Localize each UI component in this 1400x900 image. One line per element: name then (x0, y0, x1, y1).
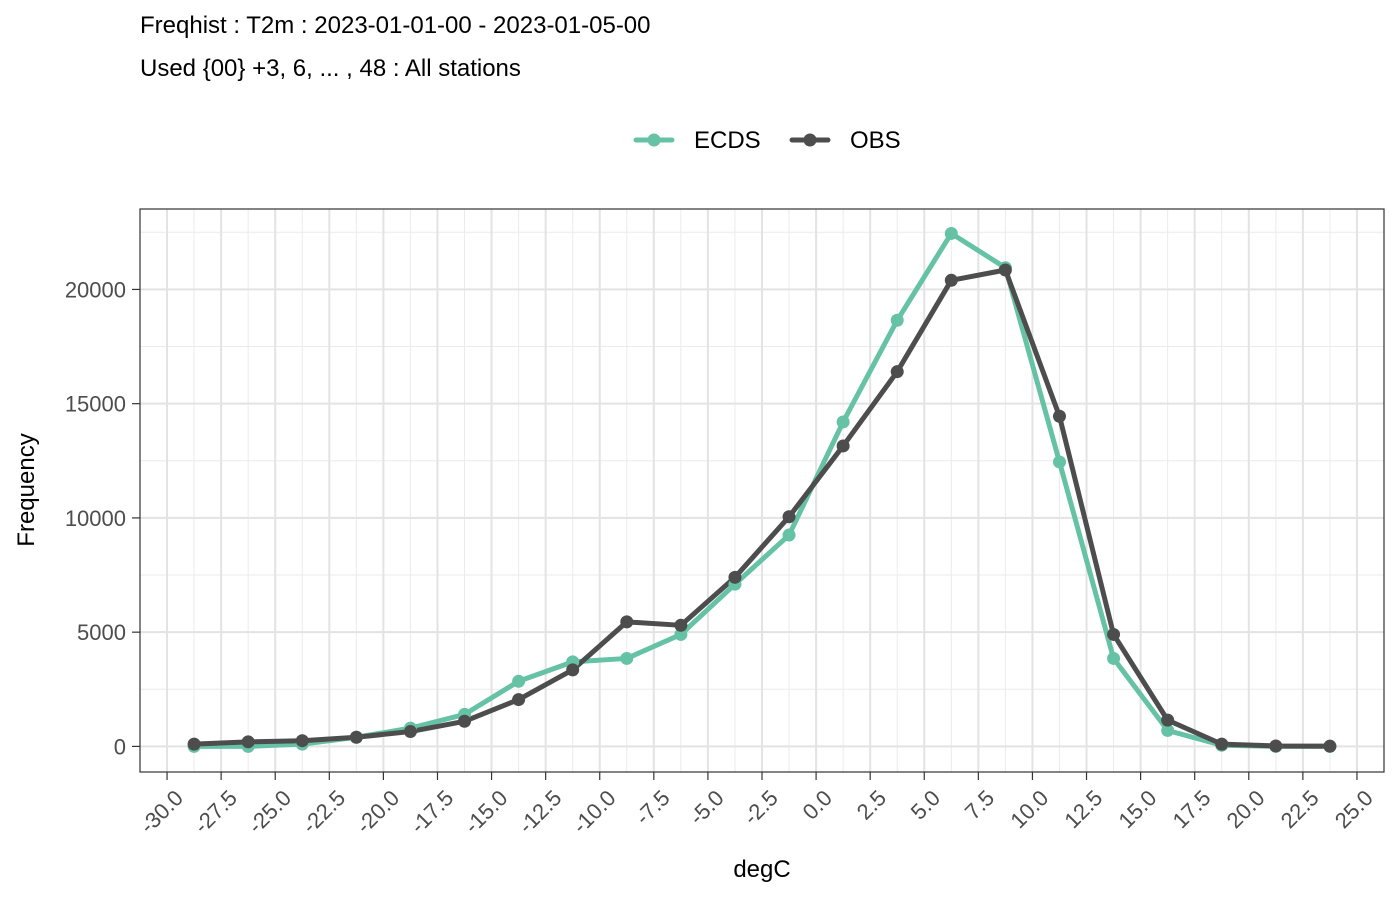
y-axis: 0 5000 10000 15000 20000 (65, 277, 140, 759)
x-tick-label: 7.5 (960, 785, 999, 824)
x-tick-label: 2.5 (852, 785, 891, 824)
data-point-obs (782, 510, 796, 524)
data-point-obs (1052, 409, 1066, 423)
grid-major (140, 209, 1384, 772)
x-tick-label: 17.5 (1168, 785, 1216, 833)
x-tick-label: -22.5 (297, 785, 350, 838)
y-tick-label: 5000 (77, 620, 126, 645)
data-point-obs (295, 734, 309, 748)
data-point-ecds (1161, 723, 1175, 737)
chart-subtitle: Used {00} +3, 6, ... , 48 : All stations (140, 55, 521, 82)
data-point-ecds (674, 627, 688, 641)
x-axis: -30.0 -27.5 -25.0 -22.5 -20.0 -17.5 -15.0 -12.5… (135, 772, 1378, 838)
data-point-obs (1323, 739, 1337, 753)
data-point-ecds (1107, 651, 1121, 665)
x-tick-label: 0.0 (798, 785, 837, 824)
data-point-obs (944, 273, 958, 287)
series-line-obs (191, 267, 1333, 749)
legend-label-obs: OBS (850, 127, 901, 154)
data-point-ecds (944, 226, 958, 240)
y-tick-label: 10000 (65, 506, 126, 531)
data-point-ecds (782, 528, 796, 542)
x-axis-title: degC (733, 856, 790, 883)
data-point-obs (241, 735, 255, 749)
data-point-obs (187, 737, 201, 751)
x-tick-label: 20.0 (1222, 785, 1270, 833)
data-point-ecds (1052, 455, 1066, 469)
legend: ECDS OBS (633, 127, 901, 154)
series-points (187, 226, 1337, 753)
data-point-obs (674, 618, 688, 632)
x-tick-label: -27.5 (189, 785, 242, 838)
series-lines (191, 230, 1333, 749)
x-tick-label: -30.0 (135, 785, 188, 838)
legend-key-point-obs (803, 133, 817, 147)
data-point-ecds (836, 415, 850, 429)
data-point-obs (566, 663, 580, 677)
x-tick-label: -20.0 (351, 785, 404, 838)
y-tick-label: 20000 (65, 277, 126, 302)
data-point-obs (836, 439, 850, 453)
data-point-ecds (512, 674, 526, 688)
legend-item-ecds: ECDS (633, 127, 761, 154)
chart-title: Freqhist : T2m : 2023-01-01-00 - 2023-01… (140, 12, 651, 39)
x-tick-label: -2.5 (738, 785, 782, 829)
data-point-obs (728, 570, 742, 584)
x-tick-label: 22.5 (1276, 785, 1324, 833)
data-point-obs (998, 263, 1012, 277)
legend-label-ecds: ECDS (694, 127, 761, 154)
x-tick-label: 10.0 (1005, 785, 1053, 833)
data-point-obs (1215, 737, 1229, 751)
legend-key-point-ecds (647, 133, 661, 147)
data-point-obs (403, 725, 417, 739)
x-tick-label: 12.5 (1059, 785, 1107, 833)
x-tick-label: -17.5 (405, 785, 458, 838)
data-point-obs (349, 730, 363, 744)
y-tick-label: 0 (114, 734, 126, 759)
x-tick-label: -25.0 (243, 785, 296, 838)
x-tick-label: 15.0 (1113, 785, 1161, 833)
x-tick-label: 5.0 (906, 785, 945, 824)
data-point-obs (1107, 627, 1121, 641)
data-point-obs (1161, 713, 1175, 727)
y-tick-label: 15000 (65, 392, 126, 417)
data-point-ecds (620, 651, 634, 665)
x-tick-label: -10.0 (567, 785, 620, 838)
x-tick-label: -7.5 (630, 785, 674, 829)
x-tick-label: -5.0 (684, 785, 728, 829)
data-point-obs (890, 365, 904, 379)
legend-item-obs: OBS (789, 127, 901, 154)
data-point-obs (512, 693, 526, 707)
data-point-obs (458, 714, 472, 728)
data-point-obs (620, 615, 634, 629)
x-tick-label: -15.0 (459, 785, 512, 838)
x-tick-label: 25.0 (1330, 785, 1378, 833)
x-tick-label: -12.5 (513, 785, 566, 838)
y-axis-title: Frequency (13, 433, 40, 546)
data-point-obs (1269, 739, 1283, 753)
data-point-ecds (890, 313, 904, 327)
